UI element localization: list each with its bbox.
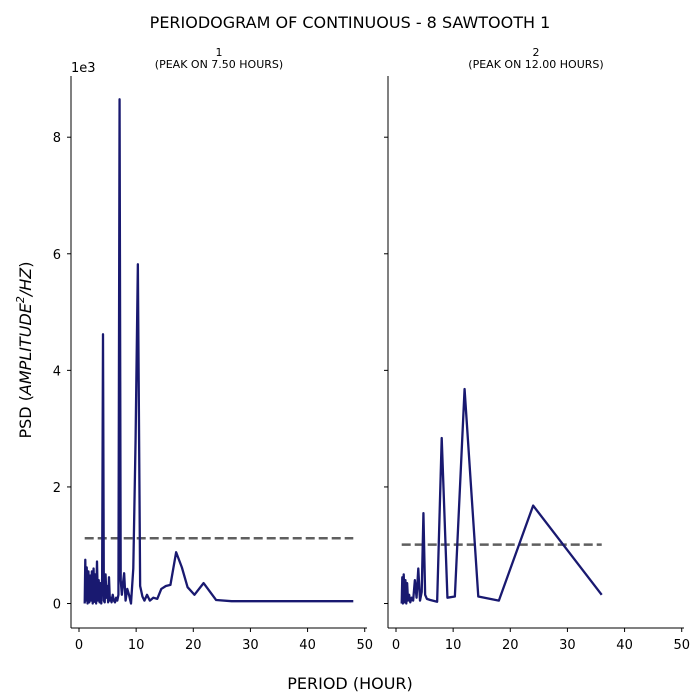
x-tick-label: 40: [616, 638, 633, 653]
x-tick-label: 30: [559, 638, 576, 653]
x-tick-label: 50: [356, 638, 373, 653]
panel-2: 0 10 20 30 40 50 2(PEAK ON 12.00 HOURS): [384, 46, 690, 653]
x-tick-label: 10: [445, 638, 462, 653]
x-tick-label: 30: [242, 638, 259, 653]
y-tick-label: 8: [53, 131, 61, 146]
x-tick-label: 20: [502, 638, 519, 653]
psd-series-line: [83, 98, 354, 605]
x-tick-label: 0: [392, 638, 400, 653]
x-tick-label: 50: [673, 638, 690, 653]
figure-title: PERIODOGRAM OF CONTINUOUS - 8 SAWTOOTH 1: [150, 13, 551, 32]
x-tick-label: 40: [299, 638, 316, 653]
panel-title-peak: (PEAK ON 12.00 HOURS): [468, 58, 603, 71]
x-tick-label: 0: [75, 638, 83, 653]
y-tick-label: 2: [53, 481, 61, 496]
x-tick-label: 10: [128, 638, 145, 653]
panel-1: 0 2 4 6 8 0 10 20 30 40 50 1(PEAK ON 7.50 HOURS): [53, 46, 373, 653]
y-tick-label: 6: [53, 248, 61, 263]
y-tick-label: 4: [53, 364, 61, 379]
panel-title-number: 2: [533, 46, 540, 59]
psd-series-line: [400, 387, 603, 605]
y-offset-label: 1e3: [71, 61, 96, 76]
x-axis-label: PERIOD (HOUR): [287, 674, 413, 693]
panel-title-peak: (PEAK ON 7.50 HOURS): [155, 58, 283, 71]
y-tick-label: 0: [53, 598, 61, 613]
panel-title-number: 1: [216, 46, 223, 59]
y-axis-label: PSD (AMPLITUDE2/HZ): [14, 261, 35, 438]
x-tick-label: 20: [185, 638, 202, 653]
